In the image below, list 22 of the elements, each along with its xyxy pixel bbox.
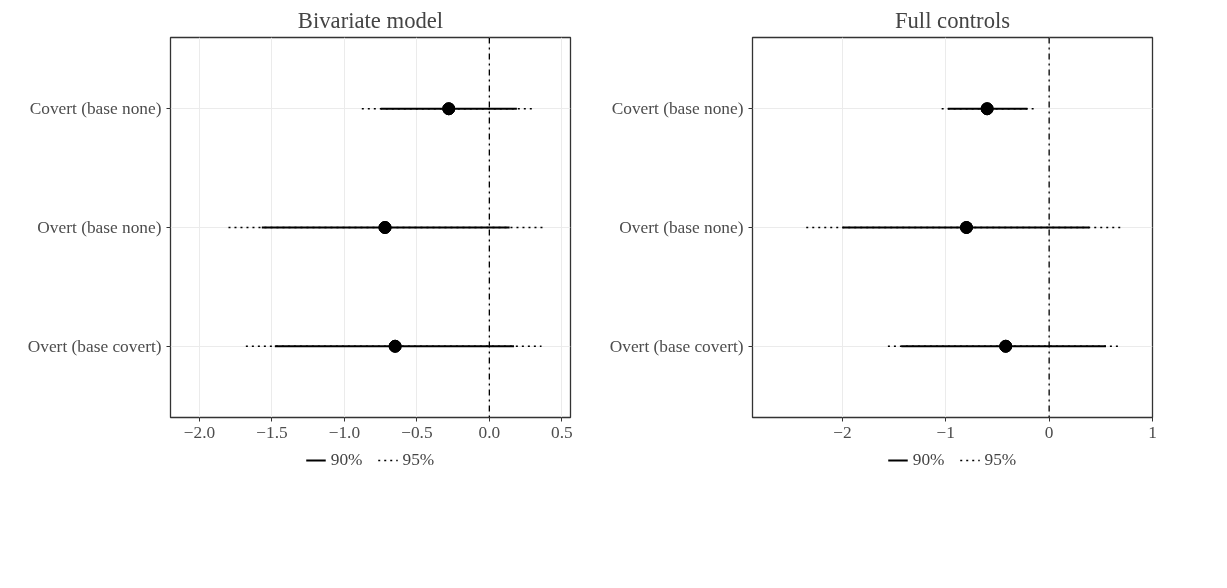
- chart-title: Bivariate model: [297, 7, 444, 33]
- y-tick-label: Overt (base covert): [27, 336, 162, 356]
- chart-title: Full controls: [894, 7, 1011, 33]
- x-tick-label: 0: [1044, 422, 1054, 442]
- x-tick-label: 0.0: [478, 422, 501, 442]
- legend-label: 90%: [912, 450, 945, 470]
- legend-label: 95%: [984, 450, 1017, 470]
- y-tick-label: Overt (base none): [619, 218, 744, 237]
- x-tick-label: −1.0: [328, 422, 361, 442]
- y-tick-label: Covert (base none): [29, 99, 162, 119]
- y-tick-label: Overt (base none): [37, 218, 162, 237]
- legend-label: 90%: [330, 450, 363, 470]
- x-tick-label: 0.5: [550, 422, 573, 442]
- x-tick-label: 1: [1148, 422, 1157, 442]
- x-tick-label: −2.0: [183, 422, 216, 442]
- legend-label: 95%: [402, 450, 435, 470]
- x-tick-label: −1.5: [256, 422, 288, 442]
- y-tick-label: Covert (base none): [611, 99, 744, 119]
- y-tick-label: Overt (base covert): [609, 336, 744, 356]
- x-tick-label: −2: [833, 422, 852, 442]
- x-tick-label: −1: [936, 422, 955, 442]
- x-tick-label: −0.5: [401, 422, 433, 442]
